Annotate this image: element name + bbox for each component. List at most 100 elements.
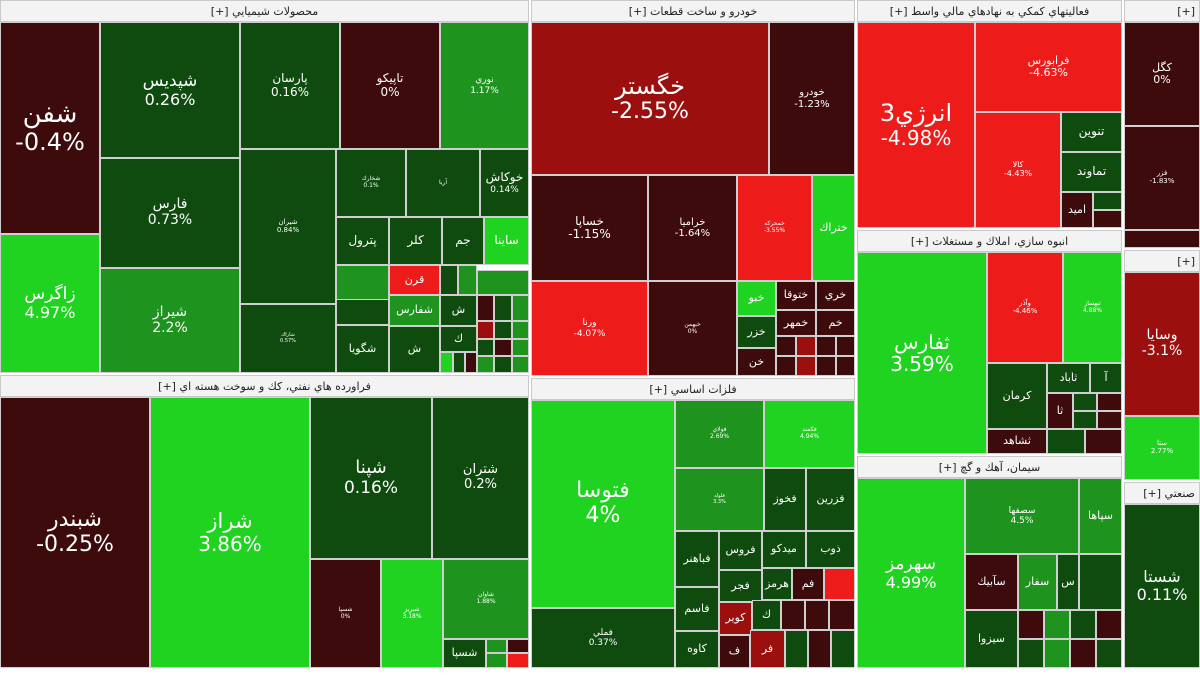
stock-tile[interactable]: سصفها 4.5%: [965, 478, 1079, 554]
stock-tile[interactable]: ك: [440, 326, 477, 352]
stock-tile[interactable]: [1097, 393, 1122, 411]
sector-title-car2[interactable]: [+]: [1124, 250, 1200, 272]
stock-tile[interactable]: پارسان 0.16%: [240, 22, 340, 149]
stock-tile[interactable]: فاسم: [675, 587, 719, 631]
stock-tile[interactable]: شفارس: [389, 295, 440, 326]
stock-tile[interactable]: خراميا -1.64%: [648, 175, 737, 281]
stock-tile[interactable]: ثا: [1047, 393, 1073, 429]
stock-tile[interactable]: قرن: [389, 265, 440, 295]
stock-tile[interactable]: [465, 352, 477, 373]
stock-tile[interactable]: [1093, 210, 1122, 228]
stock-tile[interactable]: شخارك 0.1%: [336, 149, 406, 217]
stock-tile[interactable]: فجر: [719, 570, 762, 602]
stock-tile[interactable]: [1070, 639, 1096, 668]
stock-tile[interactable]: ش: [440, 295, 477, 326]
stock-tile[interactable]: ختوقا: [776, 281, 816, 310]
stock-tile[interactable]: [776, 336, 796, 356]
sector-title-build[interactable]: انبوه سازي، املاك و مستغلات [+]: [857, 230, 1122, 252]
stock-tile[interactable]: سپاها: [1079, 478, 1122, 554]
stock-tile[interactable]: وسايا -3.1%: [1124, 272, 1200, 416]
stock-tile[interactable]: آريا: [406, 149, 480, 217]
stock-tile[interactable]: شفن -0.4%: [0, 22, 100, 234]
stock-tile[interactable]: [1070, 610, 1096, 639]
stock-tile[interactable]: ميدكو: [762, 531, 806, 568]
stock-tile[interactable]: فرابورس -4.63%: [975, 22, 1122, 112]
stock-tile[interactable]: [494, 295, 512, 321]
stock-tile[interactable]: هرمز: [762, 568, 792, 600]
stock-tile[interactable]: [816, 336, 836, 356]
stock-tile[interactable]: [512, 295, 529, 321]
stock-tile[interactable]: سآبيك: [965, 554, 1018, 610]
stock-tile[interactable]: فزرين: [806, 468, 855, 531]
stock-tile[interactable]: خن: [737, 348, 776, 376]
stock-tile[interactable]: [824, 568, 855, 600]
stock-tile[interactable]: ثبهساز 4.88%: [1063, 252, 1122, 363]
stock-tile[interactable]: [486, 653, 507, 668]
stock-tile[interactable]: [785, 630, 808, 668]
stock-tile[interactable]: [1124, 230, 1200, 248]
stock-tile[interactable]: خمهر: [776, 310, 816, 336]
stock-tile[interactable]: [1097, 411, 1122, 429]
stock-tile[interactable]: خبو: [737, 281, 776, 316]
stock-tile[interactable]: [836, 356, 855, 376]
stock-tile[interactable]: [440, 352, 453, 373]
stock-tile[interactable]: [1044, 639, 1070, 668]
stock-tile[interactable]: [1073, 393, 1097, 411]
stock-tile[interactable]: ف: [719, 635, 750, 668]
stock-tile[interactable]: [1047, 429, 1085, 454]
stock-tile[interactable]: [458, 265, 477, 295]
stock-tile[interactable]: شگويا: [336, 325, 389, 373]
stock-tile[interactable]: فر: [750, 630, 785, 668]
stock-tile[interactable]: [1096, 639, 1122, 668]
sector-title-ind[interactable]: صنعتي [+]: [1124, 482, 1200, 504]
stock-tile[interactable]: نوري 1.17%: [440, 22, 529, 149]
stock-tile[interactable]: [1073, 411, 1097, 429]
stock-tile[interactable]: خري: [816, 281, 855, 310]
stock-tile[interactable]: [336, 299, 389, 325]
stock-tile[interactable]: ك: [752, 600, 781, 630]
stock-tile[interactable]: [836, 336, 855, 356]
stock-tile[interactable]: خزر: [737, 316, 776, 348]
stock-tile[interactable]: [796, 336, 816, 356]
stock-tile[interactable]: [805, 600, 829, 630]
stock-tile[interactable]: كرمان: [987, 363, 1047, 429]
stock-tile[interactable]: فروس: [719, 531, 762, 570]
stock-tile[interactable]: خوكاش 0.14%: [480, 149, 529, 217]
stock-tile[interactable]: كلر: [389, 217, 442, 265]
stock-tile[interactable]: فلوله 3.3%: [675, 468, 764, 531]
stock-tile[interactable]: [1079, 554, 1122, 610]
stock-tile[interactable]: شراز 3.86%: [150, 397, 310, 668]
stock-tile[interactable]: انرژي3 -4.98%: [857, 22, 975, 228]
stock-tile[interactable]: [829, 600, 855, 630]
stock-tile[interactable]: ش: [389, 326, 440, 373]
stock-tile[interactable]: ورنا -4.07%: [531, 281, 648, 376]
sector-title-fin[interactable]: فعاليتهاي كمكي به نهادهاي مالي واسط [+]: [857, 0, 1122, 22]
stock-tile[interactable]: زاگرس 4.97%: [0, 234, 100, 373]
stock-tile[interactable]: فباهنر: [675, 531, 719, 587]
stock-tile[interactable]: [1018, 610, 1044, 639]
stock-tile[interactable]: شبريز 3.18%: [381, 559, 443, 668]
stock-tile[interactable]: شسپا 0%: [310, 559, 381, 668]
stock-tile[interactable]: [477, 295, 494, 321]
stock-tile[interactable]: [512, 356, 529, 373]
stock-tile[interactable]: فولاي 2.69%: [675, 400, 764, 468]
stock-tile[interactable]: [808, 630, 831, 668]
stock-tile[interactable]: [507, 639, 529, 653]
stock-tile[interactable]: [1096, 610, 1122, 639]
stock-tile[interactable]: خساپا -1.15%: [531, 175, 648, 281]
stock-tile[interactable]: وآذر -4.46%: [987, 252, 1063, 363]
stock-tile[interactable]: كگل 0%: [1124, 22, 1200, 126]
stock-tile[interactable]: فملي 0.37%: [531, 608, 675, 668]
stock-tile[interactable]: فم: [792, 568, 824, 600]
stock-tile[interactable]: خگستر -2.55%: [531, 22, 769, 175]
stock-tile[interactable]: شپنا 0.16%: [310, 397, 432, 559]
stock-tile[interactable]: [796, 356, 816, 376]
stock-tile[interactable]: [781, 600, 805, 630]
stock-tile[interactable]: سفار: [1018, 554, 1057, 610]
stock-tile[interactable]: شپديس 0.26%: [100, 22, 240, 158]
stock-tile[interactable]: [512, 321, 529, 339]
stock-tile[interactable]: خمحركه -3.55%: [737, 175, 812, 281]
stock-tile[interactable]: آ: [1090, 363, 1122, 393]
stock-tile[interactable]: خودرو -1.23%: [769, 22, 855, 175]
stock-tile[interactable]: خبهمن 0%: [648, 281, 737, 376]
